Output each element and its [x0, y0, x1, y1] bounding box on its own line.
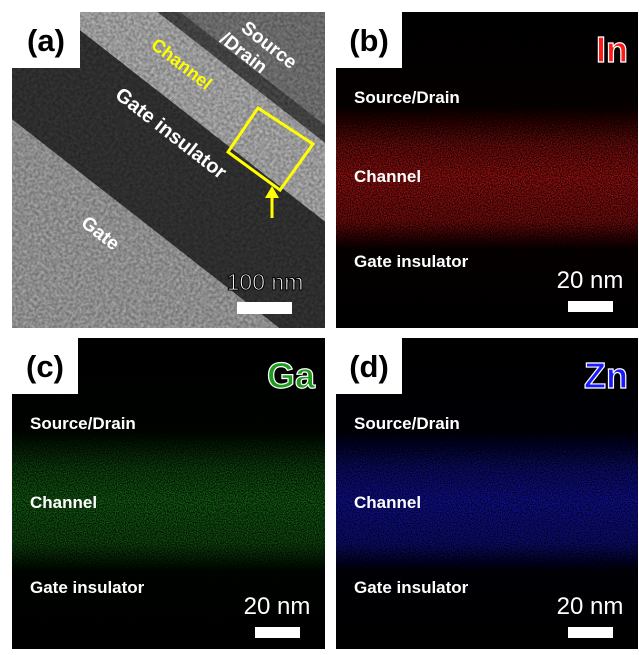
panel-label: (b) — [349, 23, 389, 58]
figure: Source/Drain Channel Gate insulator Gate… — [0, 0, 639, 650]
scale-bar — [255, 627, 300, 638]
scale-bar — [237, 302, 292, 314]
layer-label: Gate insulator — [30, 578, 145, 597]
panel-label: (a) — [27, 23, 65, 58]
layer-label: Channel — [30, 493, 97, 512]
scale-label: 100 nm — [227, 269, 304, 295]
scale-bar — [568, 627, 613, 638]
panel-label: (d) — [349, 349, 389, 384]
layer-label: Channel — [354, 167, 421, 186]
scale-label: 20 nm — [557, 267, 624, 294]
element-label: Ga — [267, 355, 316, 396]
layer-label: Gate insulator — [354, 252, 469, 271]
eds-panel: (d) Zn Source/Drain Channel Gate insulator 20… — [336, 338, 638, 649]
element-label: Zn — [584, 355, 628, 396]
layer-label: Source/Drain — [354, 88, 460, 107]
element-label: In — [596, 29, 628, 70]
scale-bar — [568, 301, 613, 312]
scale-label: 20 nm — [244, 593, 311, 620]
eds-panel: (c) Ga Source/Drain Channel Gate insulator 20… — [12, 338, 325, 649]
layer-label: Source/Drain — [354, 414, 460, 433]
layer-label: Channel — [354, 493, 421, 512]
eds-panel: (b) In Source/Drain Channel Gate insulator 20… — [336, 12, 638, 328]
layer-label: Gate insulator — [354, 578, 469, 597]
layer-label: Source/Drain — [30, 414, 136, 433]
scale-label: 20 nm — [557, 593, 624, 620]
panel-label: (c) — [26, 349, 64, 384]
